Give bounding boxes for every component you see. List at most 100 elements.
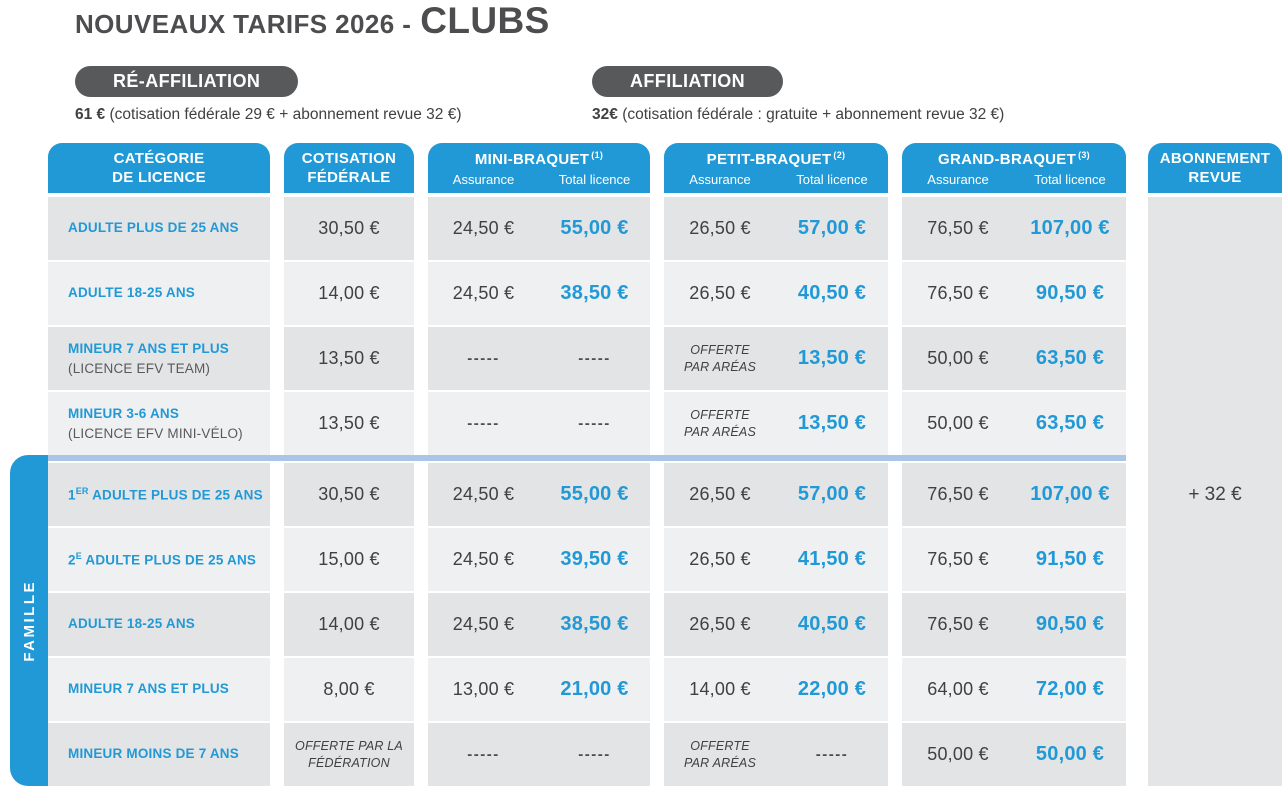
- price-value: 76,50 €: [927, 484, 989, 504]
- petit-braquet-cell: OFFERTE PAR ARÉAS 13,50 €: [664, 392, 888, 455]
- price-value: 26,50 €: [689, 218, 751, 238]
- grand-braquet-cell: 76,50 € 90,50 €: [902, 593, 1126, 656]
- reaffiliation-price: 61 €: [75, 106, 106, 123]
- empty-value: -----: [578, 415, 611, 432]
- price-value: 13,50 €: [318, 413, 380, 433]
- petit-braquet-cell: OFFERTE PAR ARÉAS -----: [664, 723, 888, 786]
- column-header-grand-braquet: GRAND-BRAQUET (3) Assurance Total licence: [902, 143, 1126, 193]
- column-header-category: CATÉGORIE DE LICENCE: [48, 143, 270, 193]
- empty-value: -----: [467, 415, 500, 432]
- grand-braquet-cell: 76,50 € 91,50 €: [902, 528, 1126, 591]
- affiliation-price: 32€: [592, 106, 618, 123]
- total-licence-value: 57,00 €: [797, 483, 867, 505]
- mini-braquet-cell: 24,50 € 55,00 €: [428, 197, 650, 260]
- petit-braquet-cell: 26,50 € 57,00 €: [664, 463, 888, 526]
- empty-value: -----: [815, 746, 849, 763]
- price-value: 24,50 €: [452, 218, 515, 238]
- column-cotisation: COTISATION FÉDÉRALE 30,50 € 14,00 € 13,50 …: [284, 143, 414, 788]
- cotisation-cell: 30,50 €: [284, 463, 414, 526]
- category-cell: 1ER ADULTE PLUS DE 25 ANS: [48, 463, 270, 526]
- price-value: 30,50 €: [318, 484, 380, 504]
- abonnement-revue-value: + 32 €: [1188, 484, 1242, 505]
- affiliation-badge: AFFILIATION: [592, 66, 784, 97]
- price-value: 24,50 €: [452, 283, 515, 303]
- empty-value: -----: [467, 746, 500, 763]
- column-header-mini-braquet: MINI-BRAQUET (1) Assurance Total licence: [428, 143, 650, 193]
- grand-braquet-cell: 76,50 € 107,00 €: [902, 463, 1126, 526]
- cotisation-cell: 13,50 €: [284, 327, 414, 390]
- row-label: 1ER ADULTE PLUS DE 25 ANS: [68, 485, 263, 503]
- total-licence-value: 91,50 €: [1035, 548, 1105, 570]
- total-licence-value: 90,50 €: [1035, 282, 1105, 304]
- famille-separator-line: [48, 455, 1126, 461]
- column-header-petit-braquet: PETIT-BRAQUET (2) Assurance Total licence: [664, 143, 888, 193]
- cotisation-cell: 14,00 €: [284, 262, 414, 325]
- row-sublabel: (LICENCE EFV MINI-VÉLO): [68, 425, 243, 441]
- cotisation-cell: 8,00 €: [284, 658, 414, 721]
- mini-assurance-header: Assurance: [452, 172, 515, 187]
- category-cell: MINEUR MOINS DE 7 ANS: [48, 723, 270, 786]
- mini-total-header: Total licence: [558, 172, 631, 187]
- price-value: 24,50 €: [452, 549, 515, 569]
- petit-total-header: Total licence: [796, 172, 868, 187]
- column-category: CATÉGORIE DE LICENCE ADULTE PLUS DE 25 A…: [48, 143, 270, 788]
- price-value: 14,00 €: [318, 614, 380, 634]
- cotisation-cell: 13,50 €: [284, 392, 414, 455]
- cotisation-cell: 30,50 €: [284, 197, 414, 260]
- total-licence-value: 39,50 €: [560, 548, 629, 570]
- affiliation-detail: (cotisation fédérale : gratuite + abonne…: [622, 106, 1005, 123]
- grand-braquet-cell: 50,00 € 63,50 €: [902, 327, 1126, 390]
- petit-braquet-cell: 26,50 € 57,00 €: [664, 197, 888, 260]
- total-licence-value: 40,50 €: [797, 282, 867, 304]
- page-title-emphasis: CLUBS: [420, 0, 550, 41]
- reaffiliation-offer: RÉ-AFFILIATION 61 € (cotisation fédérale…: [75, 66, 461, 124]
- mini-braquet-cell: 24,50 € 55,00 €: [428, 463, 650, 526]
- price-value: 14,00 €: [689, 679, 751, 699]
- total-licence-value: 38,50 €: [560, 282, 629, 304]
- offered-note: OFFERTE PAR ARÉAS: [684, 407, 756, 439]
- row-label: ADULTE PLUS DE 25 ANS: [68, 220, 239, 236]
- total-licence-value: 72,00 €: [1035, 678, 1105, 700]
- mini-braquet-cell: ----- -----: [428, 327, 650, 390]
- total-licence-value: 90,50 €: [1035, 613, 1105, 635]
- cotisation-cell: 15,00 €: [284, 528, 414, 591]
- price-value: 14,00 €: [318, 283, 380, 303]
- category-cell: MINEUR 7 ANS ET PLUS (LICENCE EFV TEAM): [48, 327, 270, 390]
- grand-braquet-cell: 76,50 € 107,00 €: [902, 197, 1126, 260]
- reaffiliation-detail: (cotisation fédérale 29 € + abonnement r…: [109, 106, 462, 123]
- petit-braquet-cell: 26,50 € 41,50 €: [664, 528, 888, 591]
- price-value: 50,00 €: [927, 413, 989, 433]
- total-licence-value: 21,00 €: [560, 678, 629, 700]
- mini-braquet-cell: ----- -----: [428, 723, 650, 786]
- category-cell: MINEUR 3-6 ANS (LICENCE EFV MINI-VÉLO): [48, 392, 270, 455]
- petit-braquet-cell: 26,50 € 40,50 €: [664, 262, 888, 325]
- reaffiliation-badge: RÉ-AFFILIATION: [75, 66, 299, 97]
- total-licence-value: 55,00 €: [560, 217, 629, 239]
- affiliation-note: 32€ (cotisation fédérale : gratuite + ab…: [592, 106, 1004, 124]
- price-value: 76,50 €: [927, 218, 989, 238]
- row-label: ADULTE 18-25 ANS: [68, 285, 195, 301]
- row-sublabel: (LICENCE EFV TEAM): [68, 360, 211, 376]
- total-licence-value: 107,00 €: [1030, 483, 1110, 505]
- total-licence-value: 50,00 €: [1035, 743, 1105, 765]
- row-label: ADULTE 18-25 ANS: [68, 616, 195, 632]
- row-label: MINEUR 3-6 ANS: [68, 406, 180, 422]
- category-cell: MINEUR 7 ANS ET PLUS: [48, 658, 270, 721]
- page-title-prefix: NOUVEAUX TARIFS 2026 -: [75, 9, 412, 39]
- empty-value: -----: [578, 350, 611, 367]
- total-licence-value: 63,50 €: [1035, 412, 1105, 434]
- price-value: 13,00 €: [452, 679, 515, 699]
- category-cell: ADULTE PLUS DE 25 ANS: [48, 197, 270, 260]
- row-label: MINEUR MOINS DE 7 ANS: [68, 746, 239, 762]
- mini-braquet-cell: 24,50 € 38,50 €: [428, 262, 650, 325]
- row-label: MINEUR 7 ANS ET PLUS: [68, 681, 230, 697]
- total-licence-value: 22,00 €: [797, 678, 867, 700]
- price-value: 64,00 €: [927, 679, 989, 699]
- petit-braquet-cell: 14,00 € 22,00 €: [664, 658, 888, 721]
- offered-note: OFFERTE PAR ARÉAS: [684, 342, 756, 374]
- tariff-table: CATÉGORIE DE LICENCE ADULTE PLUS DE 25 A…: [48, 143, 1282, 788]
- empty-value: -----: [578, 746, 611, 763]
- total-licence-value: 57,00 €: [797, 217, 867, 239]
- column-header-abonnement-revue: ABONNEMENT REVUE: [1148, 143, 1282, 193]
- total-licence-value: 38,50 €: [560, 613, 629, 635]
